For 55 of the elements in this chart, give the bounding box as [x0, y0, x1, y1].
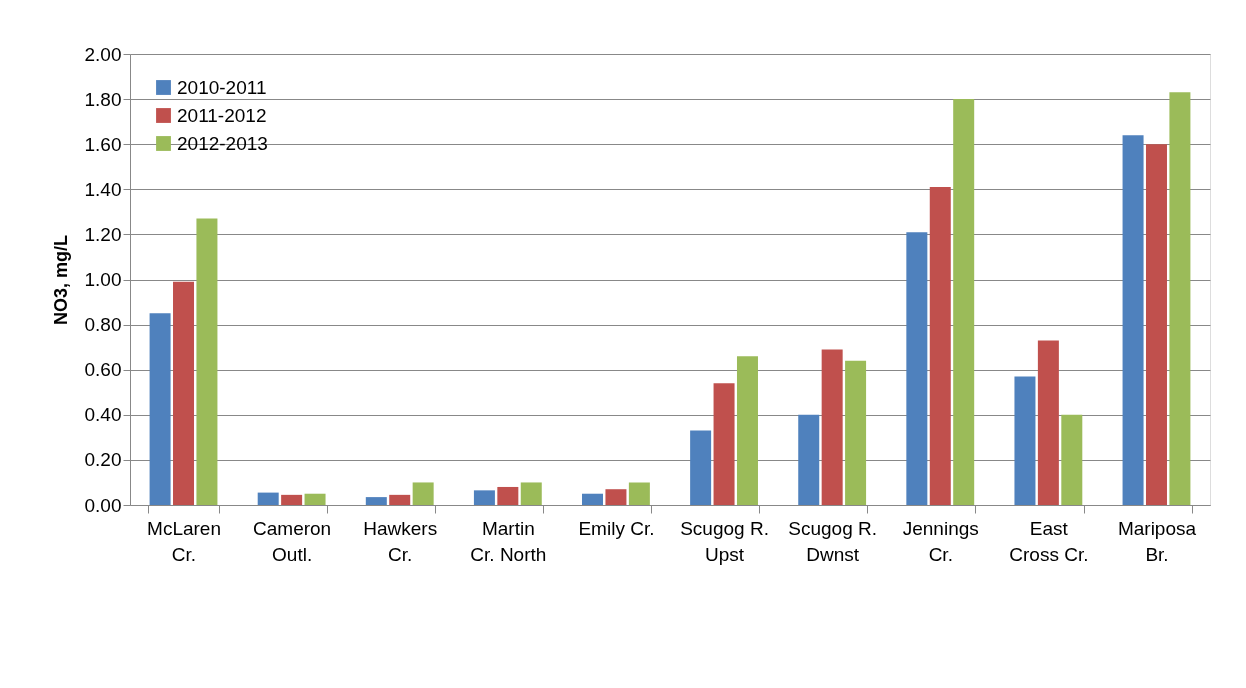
bar — [473, 490, 495, 505]
y-tick-label: 1.80 — [84, 88, 122, 110]
bar — [173, 281, 195, 505]
x-tick-label: Emily Cr. — [578, 517, 655, 539]
bar — [520, 482, 542, 505]
y-tick-label: 0.20 — [84, 449, 122, 471]
bar — [1037, 340, 1059, 505]
legend-label: 2011-2012 — [177, 104, 267, 126]
bar — [713, 383, 735, 505]
x-tick-label: Scugog R. Upst — [680, 517, 769, 565]
bar — [1014, 376, 1036, 505]
y-tick-label: 0.00 — [84, 494, 122, 516]
bar — [412, 482, 434, 505]
bar — [304, 493, 326, 505]
bar — [1061, 414, 1083, 505]
bar — [149, 313, 171, 505]
bar — [953, 99, 975, 505]
legend-label: 2012-2013 — [177, 132, 268, 154]
x-tick-label: Mariposa Br. — [1117, 517, 1197, 565]
bar — [605, 489, 627, 505]
bar — [497, 486, 519, 505]
x-tick-label: Jennings Cr. — [902, 517, 979, 565]
bar — [906, 232, 928, 505]
bar — [1145, 144, 1167, 505]
bar — [365, 497, 387, 505]
y-tick-label: 1.00 — [84, 269, 122, 290]
y-tick-label: 1.60 — [84, 133, 122, 155]
bar — [690, 430, 712, 505]
bar — [736, 356, 758, 505]
bar — [281, 494, 303, 505]
bar — [196, 218, 218, 505]
x-tick-label: East Cross Cr. — [1009, 517, 1089, 565]
x-tick-label: Cameron Outl. — [253, 517, 332, 565]
bar — [257, 492, 279, 505]
y-tick-label: 0.40 — [84, 404, 122, 426]
bar — [389, 494, 411, 505]
y-tick-label: 1.20 — [84, 223, 122, 245]
bar — [1122, 135, 1144, 505]
bar — [1169, 92, 1191, 505]
x-tick-label: McLaren Cr. — [147, 517, 221, 565]
bar — [929, 187, 951, 505]
y-tick-label: 2.00 — [84, 43, 122, 65]
bar — [798, 414, 820, 505]
bar — [845, 360, 867, 505]
x-tick-label: Scugog R. Dwnst — [788, 517, 878, 565]
legend-label: 2010-2011 — [177, 76, 267, 98]
x-tick-label: Martin Cr. North — [470, 517, 547, 565]
bar — [582, 493, 604, 505]
y-axis-title: NO3, mg/L — [50, 234, 71, 326]
bar — [628, 482, 650, 505]
y-tick-label: 0.80 — [84, 314, 122, 336]
bar — [821, 349, 843, 505]
x-tick-label: Hawkers Cr. — [363, 517, 438, 565]
y-tick-label: 0.60 — [84, 359, 122, 381]
y-tick-label: 1.40 — [84, 178, 122, 200]
